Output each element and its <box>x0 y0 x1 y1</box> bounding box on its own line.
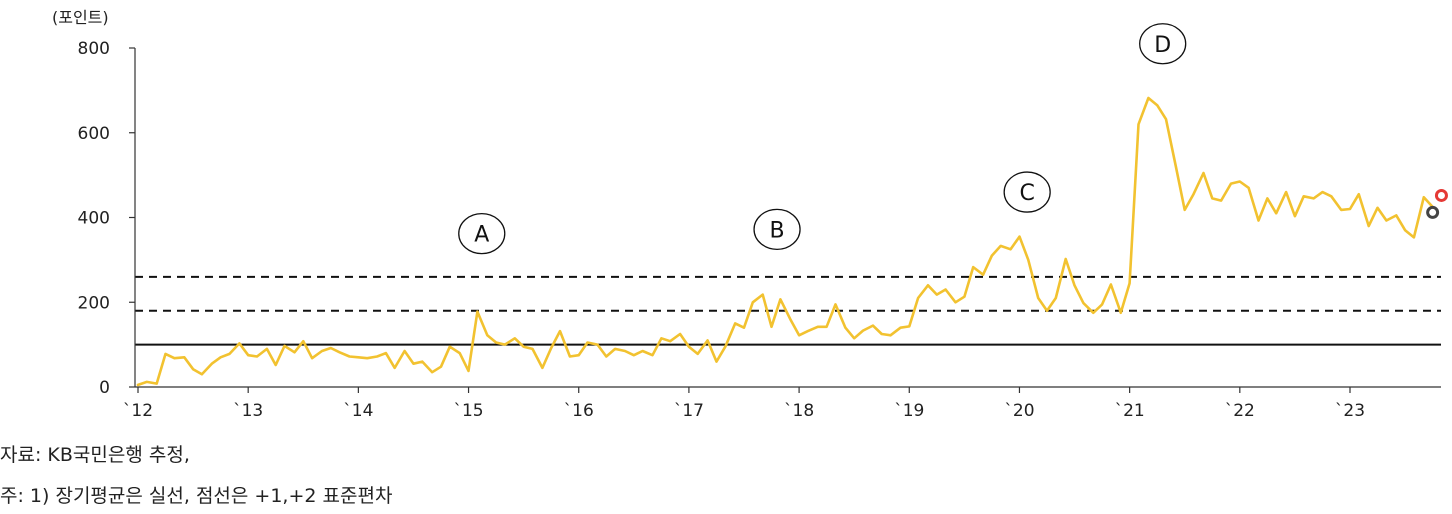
annotation-c: C <box>1003 171 1051 213</box>
y-unit-label: (포인트) <box>52 8 109 27</box>
end-markers <box>1426 188 1448 219</box>
y-tick-label: 0 <box>99 378 110 398</box>
annotation-circle <box>1003 171 1051 213</box>
annotations: A B C D <box>458 23 1187 255</box>
y-tick-label: 600 <box>78 124 110 144</box>
annotation-d: D <box>1139 23 1187 65</box>
series-layer <box>136 96 1434 387</box>
y-tick-label: 200 <box>78 293 110 313</box>
x-tick-label: `15 <box>453 401 483 421</box>
end-marker <box>1434 188 1448 202</box>
annotation-circle <box>458 212 506 255</box>
y-tick-label: 800 <box>78 39 110 59</box>
annotation-label: A <box>474 223 489 248</box>
annotation-a: A <box>458 212 506 255</box>
axes: (포인트) 0 200 400 600 800 `12 `13 `14 `15 `16 `17 `18… <box>52 8 1441 421</box>
source-note: 자료: KB국민은행 추정, <box>0 444 190 466</box>
annotation-label: B <box>770 218 785 243</box>
index-line <box>136 96 1434 387</box>
annotation-b: B <box>753 208 801 251</box>
x-tick-label: `21 <box>1115 401 1145 421</box>
x-tick-label: `12 <box>123 401 153 421</box>
footnote: 주: 1) 장기평균은 실선, 점선은 +1,+2 표준편차 <box>0 485 393 507</box>
x-tick-label: `13 <box>233 401 263 421</box>
reference-lines <box>135 275 1441 346</box>
x-tick-label: `22 <box>1225 401 1255 421</box>
annotation-circle <box>753 208 801 251</box>
x-tick-label: `18 <box>784 401 814 421</box>
annotation-circle <box>1139 23 1187 65</box>
end-marker <box>1426 205 1440 219</box>
y-tick-label: 400 <box>78 209 110 229</box>
x-tick-label: `16 <box>564 401 594 421</box>
x-tick-label: `20 <box>1004 401 1034 421</box>
x-tick-label: `14 <box>343 401 373 421</box>
annotation-label: C <box>1019 181 1034 206</box>
x-tick-label: `23 <box>1335 401 1365 421</box>
x-tick-label: `19 <box>894 401 924 421</box>
x-tick-label: `17 <box>674 401 704 421</box>
annotation-label: D <box>1154 33 1171 58</box>
